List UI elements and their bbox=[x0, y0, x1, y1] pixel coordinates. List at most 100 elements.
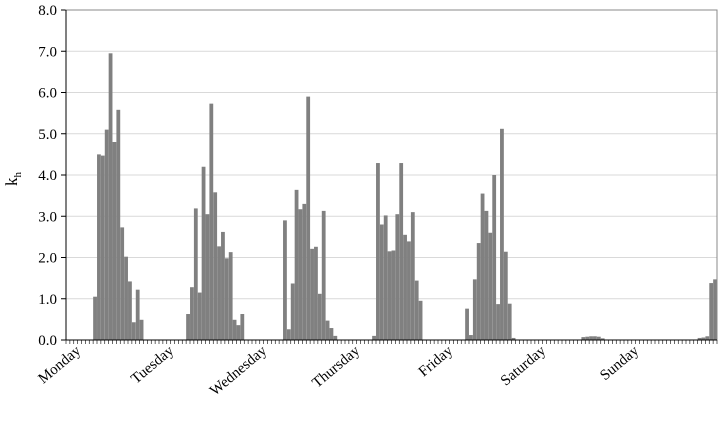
bar bbox=[97, 154, 101, 341]
bar bbox=[232, 319, 237, 340]
bar bbox=[93, 296, 97, 340]
x-tick-label: Tuesday bbox=[128, 342, 177, 387]
bar bbox=[236, 325, 241, 340]
x-tick-label: Wednesday bbox=[207, 342, 270, 399]
bar bbox=[472, 279, 477, 340]
y-tick-label: 6.0 bbox=[38, 86, 57, 102]
bar bbox=[193, 208, 198, 340]
x-tick-label: Saturday bbox=[498, 342, 550, 389]
bar bbox=[500, 128, 504, 340]
bar bbox=[391, 250, 396, 340]
bar bbox=[317, 293, 322, 340]
bar bbox=[124, 256, 128, 340]
bar bbox=[596, 336, 601, 340]
bar bbox=[128, 281, 132, 340]
bars bbox=[93, 53, 717, 341]
bar bbox=[379, 224, 384, 340]
bar bbox=[325, 320, 330, 340]
bar bbox=[399, 163, 404, 340]
bar bbox=[589, 336, 593, 340]
bar bbox=[403, 234, 407, 340]
bar bbox=[395, 214, 400, 340]
bar bbox=[321, 210, 326, 340]
bar bbox=[104, 129, 109, 340]
bar bbox=[186, 314, 190, 340]
y-tick-label: 4.0 bbox=[38, 168, 57, 184]
bar bbox=[492, 175, 497, 340]
bar bbox=[585, 336, 590, 340]
bar bbox=[213, 192, 218, 340]
bar bbox=[290, 283, 295, 340]
bar bbox=[116, 109, 121, 340]
bar bbox=[372, 335, 376, 341]
bar bbox=[306, 96, 311, 341]
bar bbox=[108, 53, 113, 341]
bar bbox=[713, 279, 717, 340]
bar bbox=[139, 319, 144, 340]
bar bbox=[383, 215, 388, 340]
bar bbox=[476, 243, 481, 340]
y-tick-labels: 0.0 1.0 2.0 3.0 4.0 5.0 6.0 7.0 8.0 bbox=[38, 3, 57, 349]
bar bbox=[488, 232, 493, 340]
bar bbox=[709, 283, 714, 340]
y-tick-label: 1.0 bbox=[38, 292, 57, 308]
bar bbox=[197, 292, 202, 340]
bar bbox=[581, 337, 586, 340]
bar bbox=[705, 336, 710, 340]
y-tick-label: 5.0 bbox=[38, 127, 57, 143]
x-tick-label: Monday bbox=[35, 342, 84, 387]
bar bbox=[418, 300, 423, 340]
bar bbox=[302, 203, 307, 341]
y-tick-label: 2.0 bbox=[38, 251, 57, 267]
bar bbox=[135, 289, 140, 340]
bar bbox=[507, 303, 512, 340]
gridlines bbox=[66, 9, 717, 300]
x-tick-label: Thursday bbox=[309, 342, 363, 391]
bar bbox=[496, 304, 500, 340]
bar bbox=[298, 209, 303, 340]
bar bbox=[286, 329, 291, 340]
bar bbox=[593, 336, 597, 340]
bar bbox=[205, 214, 210, 340]
bar bbox=[201, 166, 206, 340]
bar bbox=[217, 246, 221, 340]
bar bbox=[100, 155, 105, 340]
y-axis-label: kh bbox=[2, 172, 24, 187]
bar bbox=[221, 231, 225, 340]
bar bbox=[387, 251, 392, 340]
bar bbox=[314, 246, 318, 340]
x-tick-label: Friday bbox=[416, 342, 457, 380]
y-tick-label: 0.0 bbox=[38, 333, 57, 349]
bar bbox=[310, 248, 314, 340]
bar bbox=[131, 322, 136, 340]
bar bbox=[190, 287, 194, 340]
bar bbox=[283, 220, 287, 341]
bar bbox=[407, 241, 411, 340]
bar bbox=[228, 252, 233, 340]
bar bbox=[224, 258, 229, 340]
bar bbox=[333, 335, 338, 341]
bar bbox=[701, 337, 706, 340]
bar bbox=[469, 335, 473, 340]
axes bbox=[61, 9, 718, 344]
bar bbox=[112, 142, 117, 340]
x-tick-labels: Monday Tuesday Wednesday Thursday Friday Satu… bbox=[35, 342, 642, 399]
bar bbox=[480, 193, 485, 340]
bar bbox=[240, 314, 245, 340]
bar bbox=[410, 212, 415, 341]
bar bbox=[697, 337, 702, 340]
bar bbox=[329, 328, 334, 340]
y-tick-label: 3.0 bbox=[38, 209, 57, 225]
y-tick-label: 8.0 bbox=[38, 3, 57, 19]
bar bbox=[465, 308, 469, 340]
bar bbox=[600, 338, 605, 340]
bar bbox=[120, 227, 125, 340]
bar bbox=[484, 210, 489, 340]
bar bbox=[376, 163, 380, 340]
bar bbox=[209, 103, 214, 340]
x-tick-label: Sunday bbox=[597, 342, 642, 384]
bar bbox=[511, 337, 516, 340]
bar bbox=[503, 251, 508, 340]
bar bbox=[414, 280, 419, 340]
